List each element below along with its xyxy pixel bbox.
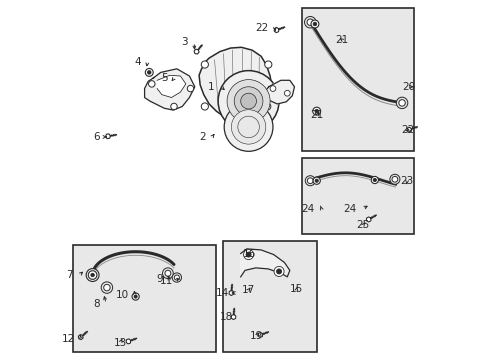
Text: 22: 22: [255, 23, 269, 33]
Circle shape: [187, 85, 194, 92]
Circle shape: [86, 269, 99, 282]
Circle shape: [88, 271, 97, 279]
Text: 14: 14: [216, 288, 229, 298]
Text: 2: 2: [199, 132, 205, 142]
Text: 5: 5: [161, 73, 168, 83]
Text: 4: 4: [134, 57, 141, 67]
Circle shape: [399, 100, 405, 106]
Polygon shape: [367, 217, 371, 222]
Circle shape: [218, 71, 279, 132]
Text: 18: 18: [220, 312, 233, 322]
Circle shape: [238, 116, 259, 138]
Circle shape: [315, 179, 318, 182]
Text: 12: 12: [61, 333, 74, 343]
Polygon shape: [229, 291, 234, 296]
Text: 6: 6: [93, 132, 100, 142]
Circle shape: [172, 273, 181, 282]
Polygon shape: [199, 47, 272, 123]
Circle shape: [244, 249, 254, 260]
Polygon shape: [258, 332, 263, 337]
Circle shape: [146, 68, 153, 76]
Polygon shape: [78, 334, 83, 339]
Polygon shape: [157, 75, 186, 98]
Circle shape: [132, 293, 139, 300]
Polygon shape: [145, 69, 195, 110]
Polygon shape: [407, 127, 412, 132]
Circle shape: [307, 19, 314, 26]
Polygon shape: [274, 28, 279, 33]
Polygon shape: [126, 339, 131, 344]
Circle shape: [201, 103, 208, 110]
Polygon shape: [241, 249, 290, 277]
Circle shape: [224, 103, 273, 151]
Text: 24: 24: [343, 204, 356, 214]
Text: 22: 22: [401, 125, 414, 135]
Circle shape: [313, 107, 320, 115]
Circle shape: [91, 273, 95, 277]
Bar: [302, 158, 414, 234]
Text: 10: 10: [115, 291, 128, 301]
Circle shape: [315, 109, 318, 113]
Text: 16: 16: [243, 248, 256, 258]
Polygon shape: [231, 314, 236, 320]
Text: 19: 19: [250, 331, 263, 341]
Circle shape: [305, 176, 315, 186]
Circle shape: [174, 275, 179, 280]
Circle shape: [171, 103, 177, 110]
Text: 21: 21: [336, 35, 349, 45]
Circle shape: [148, 81, 155, 87]
Circle shape: [371, 176, 378, 184]
Text: 17: 17: [242, 285, 255, 296]
Bar: [73, 244, 216, 352]
Text: 1: 1: [208, 82, 215, 92]
Circle shape: [270, 86, 276, 91]
Text: 8: 8: [93, 299, 100, 309]
Text: 11: 11: [160, 276, 173, 286]
Circle shape: [313, 22, 317, 26]
Polygon shape: [194, 49, 199, 54]
Circle shape: [313, 177, 320, 184]
Text: 3: 3: [181, 37, 188, 47]
Circle shape: [147, 71, 151, 74]
Polygon shape: [105, 134, 111, 139]
Circle shape: [234, 87, 263, 116]
Text: 7: 7: [66, 270, 73, 280]
Circle shape: [104, 284, 110, 291]
Circle shape: [134, 295, 137, 298]
Text: 13: 13: [113, 338, 126, 348]
Circle shape: [304, 17, 316, 28]
Circle shape: [276, 269, 282, 274]
Circle shape: [201, 61, 208, 68]
Circle shape: [231, 110, 266, 144]
Circle shape: [373, 179, 376, 181]
Text: 20: 20: [402, 82, 416, 92]
Text: 21: 21: [311, 111, 324, 121]
Circle shape: [241, 93, 256, 109]
Circle shape: [390, 174, 400, 184]
Text: 25: 25: [357, 220, 370, 230]
Circle shape: [396, 97, 408, 109]
Circle shape: [165, 270, 171, 276]
Circle shape: [163, 268, 173, 279]
Circle shape: [227, 80, 270, 123]
Circle shape: [307, 178, 313, 184]
Circle shape: [265, 61, 272, 68]
Circle shape: [285, 90, 290, 96]
Circle shape: [392, 176, 398, 182]
Circle shape: [264, 103, 271, 110]
Text: 23: 23: [400, 176, 414, 186]
Circle shape: [311, 20, 319, 28]
Polygon shape: [266, 80, 294, 104]
Text: 9: 9: [156, 274, 163, 284]
Text: 15: 15: [290, 284, 303, 294]
Circle shape: [101, 282, 113, 293]
Circle shape: [274, 266, 284, 276]
Circle shape: [246, 252, 251, 257]
Bar: [302, 8, 414, 151]
Text: 24: 24: [302, 204, 315, 214]
Bar: [223, 241, 317, 352]
